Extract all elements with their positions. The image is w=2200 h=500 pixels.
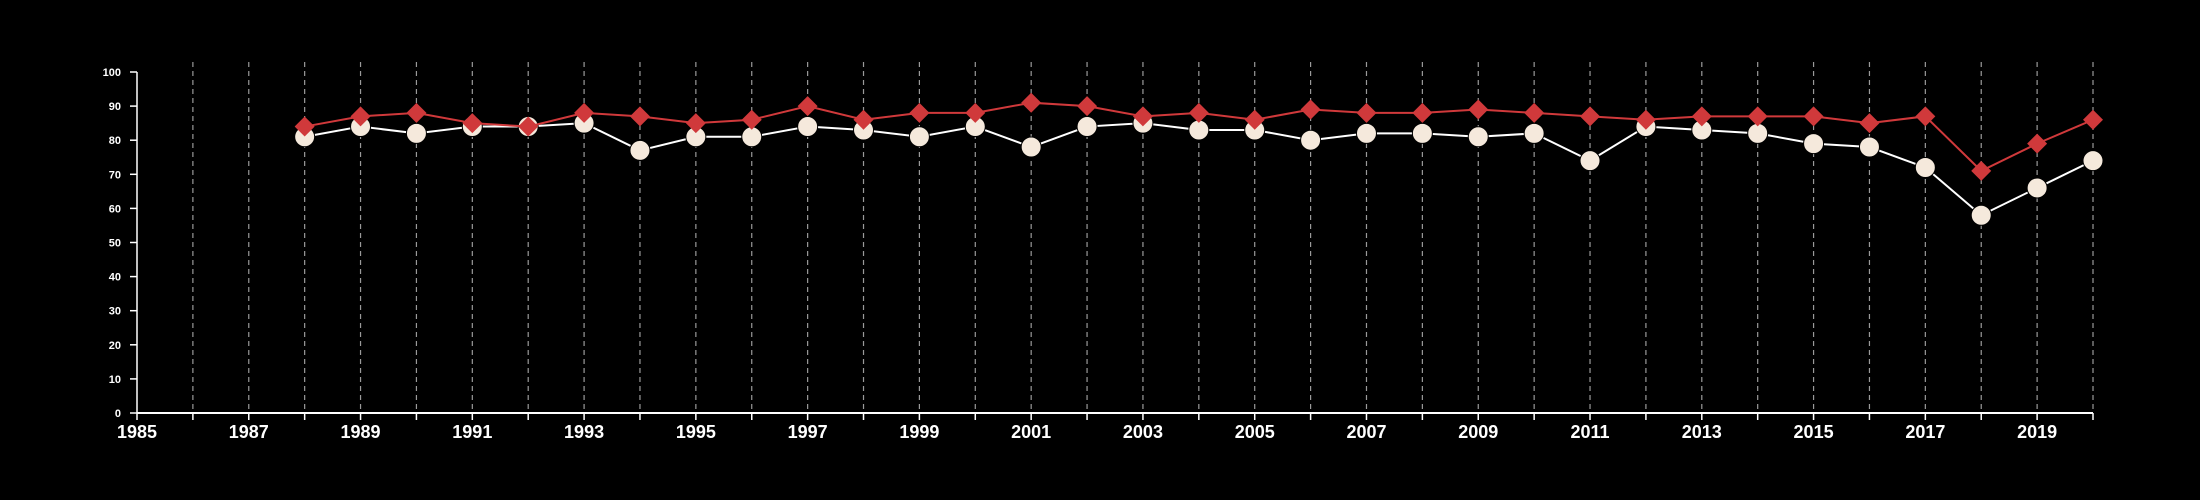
x-tick-label: 2019 <box>2017 422 2057 442</box>
data-point-circle <box>405 122 427 144</box>
series-circle <box>294 112 2104 226</box>
series-diamond <box>294 92 2103 181</box>
data-point-diamond <box>1635 109 1656 130</box>
data-point-circle <box>1355 122 1377 144</box>
data-point-diamond <box>1356 102 1377 123</box>
x-tick-label: 2013 <box>1682 422 1722 442</box>
data-point-diamond <box>1244 109 1265 130</box>
y-tick-label: 80 <box>109 135 121 147</box>
axes: 0 10 20 30 40 50 60 70 80 90 100 1985 1987 1989 1991 19… <box>103 67 2094 442</box>
data-point-diamond <box>1524 102 1545 123</box>
data-point-diamond <box>1468 99 1489 120</box>
data-point-diamond <box>797 96 818 117</box>
x-tick-label: 2001 <box>1011 422 1051 442</box>
data-point-diamond <box>1580 106 1601 127</box>
data-point-circle <box>1523 122 1545 144</box>
x-tick-label: 1995 <box>676 422 716 442</box>
data-point-circle <box>1803 133 1825 155</box>
x-tick-label: 2015 <box>1794 422 1834 442</box>
data-point-diamond <box>1132 106 1153 127</box>
data-point-circle <box>629 139 651 161</box>
data-point-circle <box>1747 122 1769 144</box>
data-point-diamond <box>685 113 706 134</box>
data-point-diamond <box>1803 106 1824 127</box>
data-point-circle <box>1411 122 1433 144</box>
x-tick-label: 2009 <box>1458 422 1498 442</box>
data-point-circle <box>1467 126 1489 148</box>
data-point-diamond <box>909 102 930 123</box>
data-point-diamond <box>2027 133 2048 154</box>
data-point-diamond <box>1747 106 1768 127</box>
data-point-circle <box>1970 204 1992 226</box>
y-tick-label: 50 <box>109 238 121 250</box>
data-point-circle <box>741 126 763 148</box>
data-point-circle <box>1579 150 1601 172</box>
data-point-diamond <box>1412 102 1433 123</box>
x-tick-label: 1987 <box>229 422 269 442</box>
data-point-circle <box>2082 150 2104 172</box>
data-point-diamond <box>2083 109 2103 130</box>
data-point-circle <box>908 126 930 148</box>
x-tick-label: 1989 <box>341 422 381 442</box>
data-point-diamond <box>1300 99 1321 120</box>
data-point-diamond <box>294 116 315 137</box>
data-point-diamond <box>462 113 483 134</box>
data-point-diamond <box>1021 92 1042 113</box>
y-tick-label: 70 <box>109 169 121 181</box>
x-tick-label: 1997 <box>788 422 828 442</box>
x-tick-label: 2007 <box>1346 422 1386 442</box>
data-point-diamond <box>1915 106 1936 127</box>
y-tick-label: 90 <box>109 101 121 113</box>
x-tick-label: 1991 <box>452 422 492 442</box>
y-tick-label: 10 <box>109 374 121 386</box>
data-point-circle <box>1076 116 1098 138</box>
data-point-diamond <box>1691 106 1712 127</box>
data-point-diamond <box>629 106 650 127</box>
series-layer <box>294 92 2104 226</box>
y-tick-label: 20 <box>109 340 121 352</box>
y-tick-label: 30 <box>109 306 121 318</box>
data-point-diamond <box>1188 102 1209 123</box>
x-tick-label: 2003 <box>1123 422 1163 442</box>
data-point-circle <box>797 116 819 138</box>
x-tick-label: 2011 <box>1570 422 1609 442</box>
data-point-diamond <box>853 109 874 130</box>
y-tick-label: 60 <box>109 203 121 215</box>
data-point-circle <box>1914 156 1936 178</box>
data-point-circle <box>1020 136 1042 158</box>
y-tick-label: 0 <box>115 408 121 420</box>
data-point-circle <box>2026 177 2048 199</box>
data-point-diamond <box>1077 96 1098 117</box>
data-point-diamond <box>406 102 427 123</box>
y-tick-label: 40 <box>109 272 121 284</box>
data-point-diamond <box>350 106 371 127</box>
data-point-diamond <box>1859 113 1880 134</box>
data-point-circle <box>1858 136 1880 158</box>
data-point-circle <box>1300 129 1322 151</box>
data-point-diamond <box>1971 160 1992 181</box>
data-point-diamond <box>518 116 539 137</box>
x-tick-label: 1999 <box>899 422 939 442</box>
data-point-diamond <box>574 102 595 123</box>
data-point-diamond <box>741 109 762 130</box>
x-tick-label: 1985 <box>117 422 157 442</box>
x-tick-label: 1993 <box>564 422 604 442</box>
data-point-circle <box>1188 119 1210 141</box>
data-point-diamond <box>965 102 986 123</box>
y-tick-label: 100 <box>103 67 121 79</box>
x-tick-label: 2017 <box>1905 422 1945 442</box>
x-tick-label: 2005 <box>1235 422 1275 442</box>
